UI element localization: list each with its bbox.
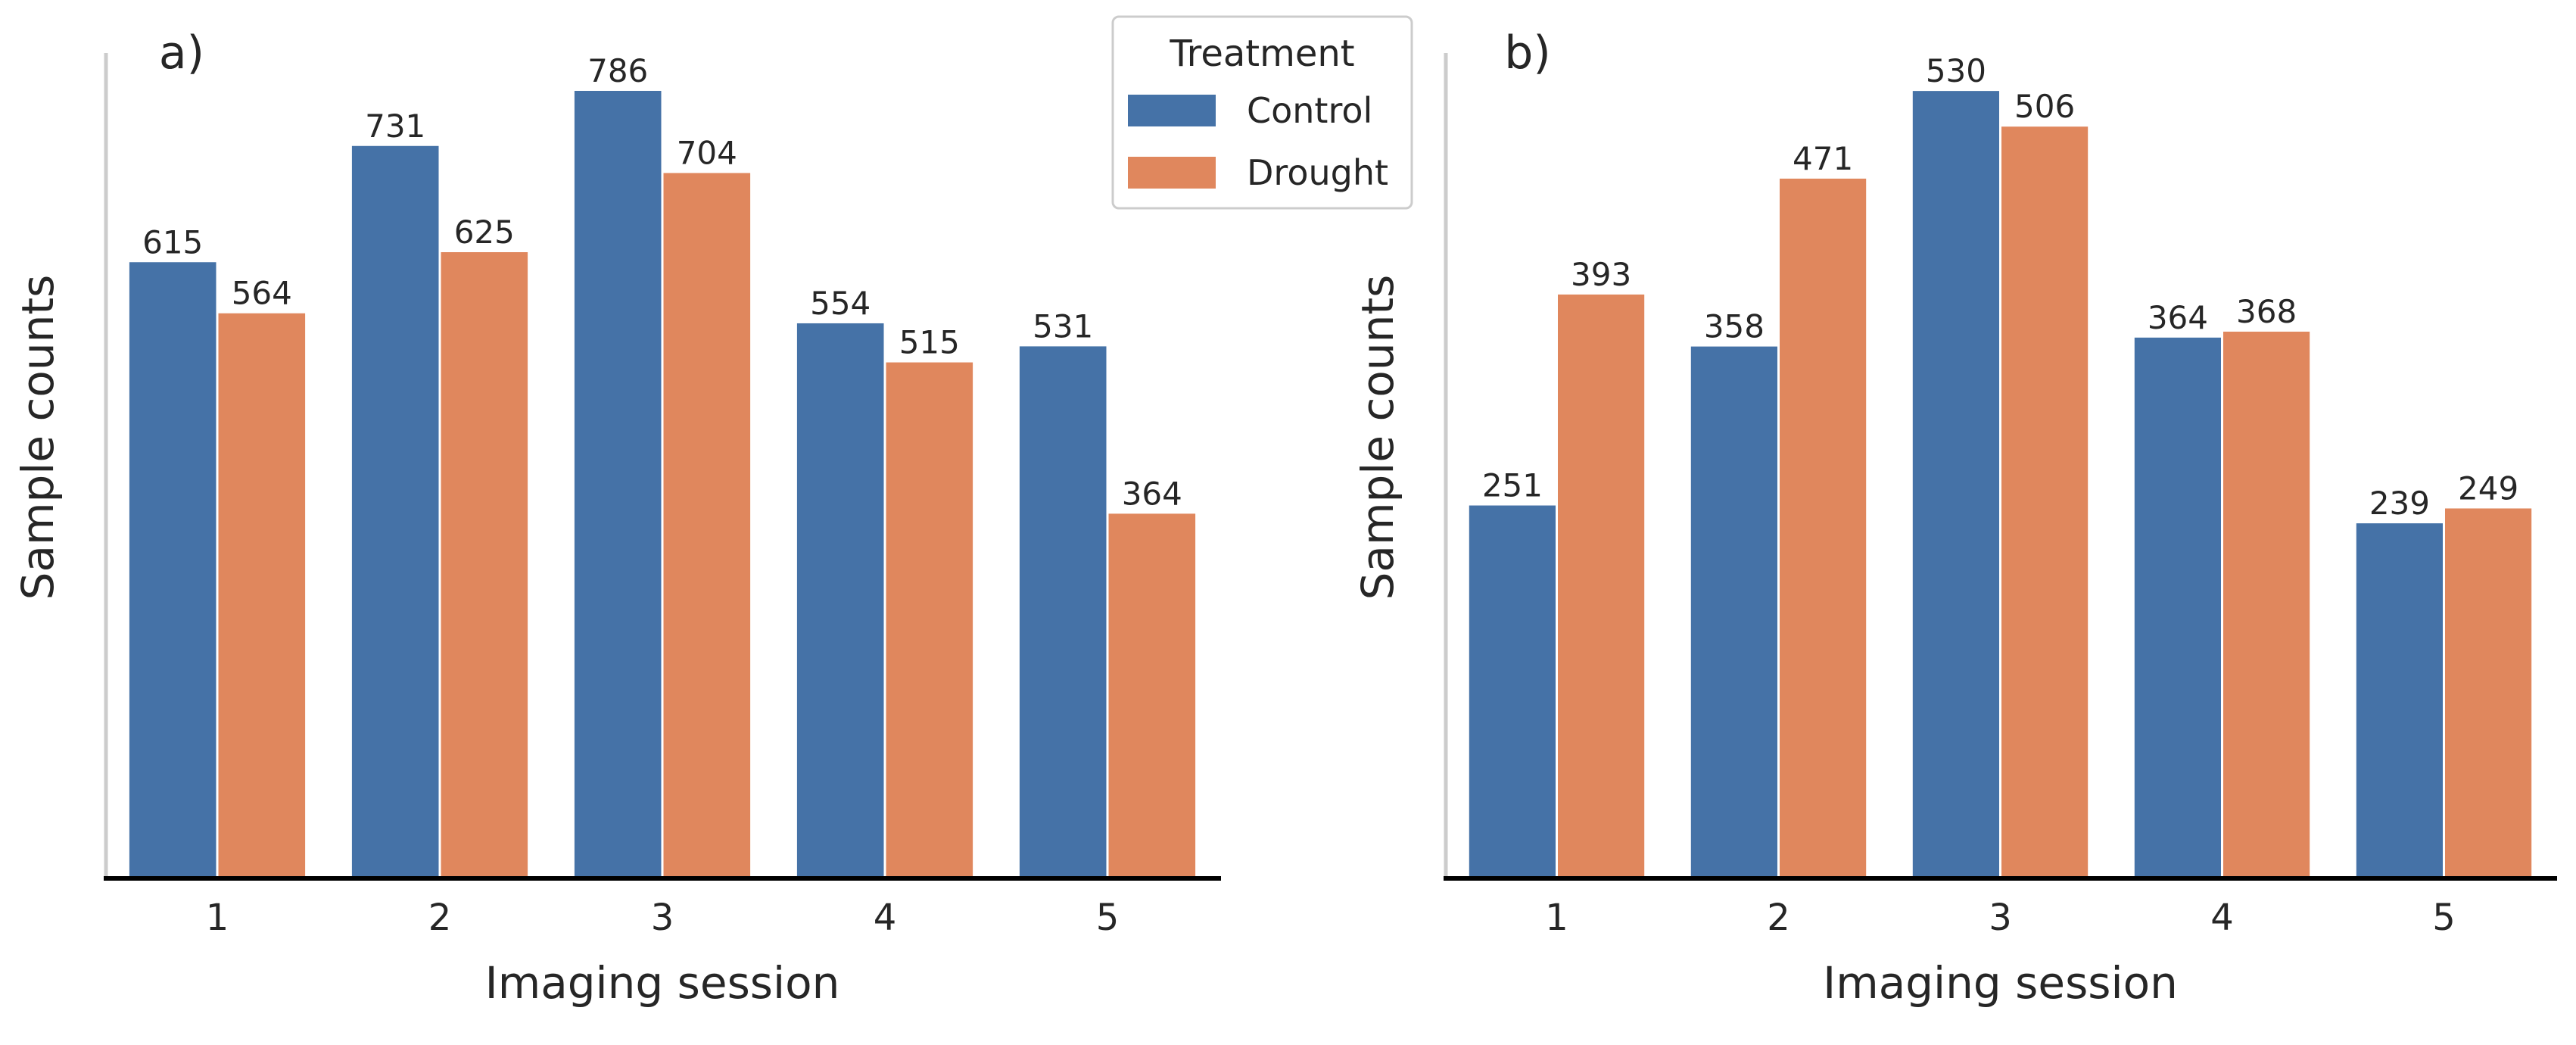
bar-drought-session-4 xyxy=(886,362,973,878)
bar-drought-session-4 xyxy=(2223,331,2310,878)
bar-drought-session-5 xyxy=(2445,508,2532,878)
panel-label: a) xyxy=(159,27,204,80)
bar-drought-session-2 xyxy=(441,252,528,878)
data-label-drought-session-1: 564 xyxy=(232,275,292,312)
panel-label: b) xyxy=(1504,27,1551,80)
data-label-control-session-3: 786 xyxy=(587,52,648,89)
data-label-drought-session-5: 249 xyxy=(2458,469,2518,507)
x-tick-label-1: 1 xyxy=(1545,897,1568,939)
bar-control-session-5 xyxy=(1019,346,1107,878)
data-label-control-session-5: 239 xyxy=(2369,485,2430,522)
data-label-drought-session-4: 368 xyxy=(2236,293,2297,330)
bar-control-session-3 xyxy=(574,90,662,879)
bar-control-session-3 xyxy=(1912,91,1999,878)
data-label-drought-session-3: 704 xyxy=(677,134,737,171)
data-label-control-session-2: 731 xyxy=(365,108,425,145)
data-label-control-session-4: 554 xyxy=(810,285,871,322)
y-axis-title: Sample counts xyxy=(12,275,64,600)
x-tick-label-1: 1 xyxy=(206,897,229,939)
legend-label-control: Control xyxy=(1247,90,1372,131)
data-label-control-session-1: 251 xyxy=(1482,467,1543,504)
bar-drought-session-3 xyxy=(2001,126,2089,878)
x-tick-label-2: 2 xyxy=(428,897,452,939)
bar-drought-session-3 xyxy=(663,173,751,879)
bar-control-session-5 xyxy=(2356,523,2443,878)
x-tick-label-2: 2 xyxy=(1767,897,1790,939)
data-label-drought-session-4: 515 xyxy=(899,324,960,361)
bar-control-session-1 xyxy=(1469,505,1556,878)
data-label-control-session-5: 531 xyxy=(1033,307,1093,345)
data-label-control-session-1: 615 xyxy=(142,223,203,260)
bar-control-session-1 xyxy=(129,262,216,878)
data-label-drought-session-2: 471 xyxy=(1793,140,1853,177)
bar-drought-session-2 xyxy=(1780,178,1867,878)
bar-drought-session-1 xyxy=(1558,294,1645,878)
y-axis-title: Sample counts xyxy=(1352,275,1403,600)
panel-b: 251 393 1 358 471 2 530 506 3 364 368 4 239 249 5 Imagi… xyxy=(1352,27,2557,1009)
bar-control-session-2 xyxy=(351,145,439,878)
data-label-drought-session-3: 506 xyxy=(2014,88,2075,125)
panel-a: 615 564 1 731 625 2 786 704 3 554 515 4 531 364 5 Imagi… xyxy=(12,27,1221,1009)
legend-label-drought: Drought xyxy=(1247,152,1388,193)
legend-swatch-control xyxy=(1128,95,1216,126)
data-label-drought-session-5: 364 xyxy=(1122,475,1182,512)
bar-control-session-4 xyxy=(796,323,884,879)
data-label-drought-session-2: 625 xyxy=(454,214,515,251)
x-tick-label-3: 3 xyxy=(651,897,674,939)
bar-drought-session-1 xyxy=(218,313,306,879)
x-tick-label-5: 5 xyxy=(1096,897,1120,939)
x-axis-title: Imaging session xyxy=(1823,957,2178,1009)
bar-control-session-2 xyxy=(1690,346,1777,878)
x-axis-title: Imaging session xyxy=(485,957,840,1009)
legend: Treatment Control Drought xyxy=(1111,15,1413,210)
x-tick-label-4: 4 xyxy=(874,897,897,939)
x-tick-label-4: 4 xyxy=(2210,897,2234,939)
bar-control-session-4 xyxy=(2134,337,2221,879)
x-tick-label-5: 5 xyxy=(2432,897,2456,939)
legend-title: Treatment xyxy=(1169,33,1354,75)
data-label-control-session-3: 530 xyxy=(1926,52,1986,89)
data-label-control-session-2: 358 xyxy=(1704,308,1765,345)
x-tick-label-3: 3 xyxy=(1989,897,2012,939)
data-label-control-session-4: 364 xyxy=(2148,299,2208,336)
bar-drought-session-5 xyxy=(1108,513,1196,878)
legend-swatch-drought xyxy=(1128,157,1216,189)
data-label-drought-session-1: 393 xyxy=(1571,256,1631,293)
